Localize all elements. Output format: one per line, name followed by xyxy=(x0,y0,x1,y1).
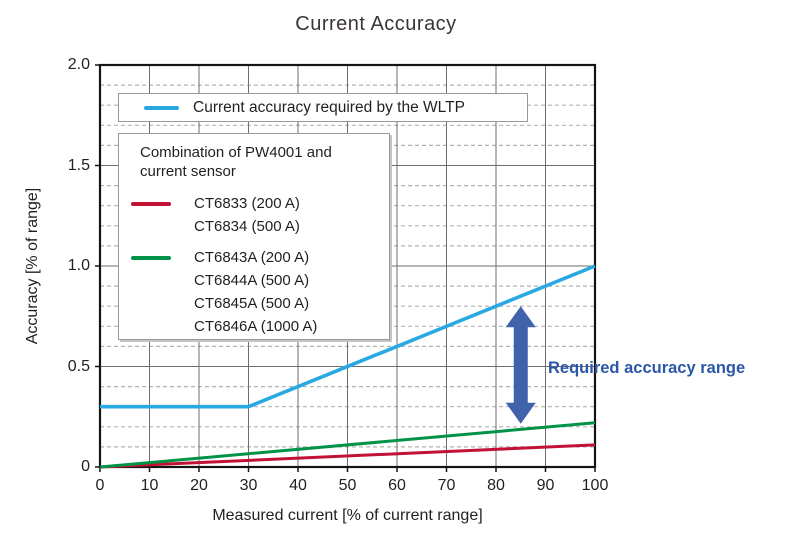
legend-combo: Combination of PW4001 and current sensor… xyxy=(118,133,390,340)
x-tick-label: 60 xyxy=(388,477,406,494)
required-accuracy-range-label: Required accuracy range xyxy=(548,359,746,377)
y-axis-title: Accuracy [% of range] xyxy=(24,187,41,345)
x-tick-label: 30 xyxy=(239,477,258,494)
red-line-swatch-icon xyxy=(131,201,171,206)
legend-row-ct6843a: CT6843A (200 A) xyxy=(119,246,389,269)
x-tick-label: 0 xyxy=(95,477,105,494)
legend-item-label: CT6843A (200 A) xyxy=(194,249,310,266)
y-tick-label: 0.5 xyxy=(67,357,90,375)
required-range-arrow-icon xyxy=(505,306,536,424)
legend-item-label: CT6844A (500 A) xyxy=(194,272,310,289)
wltp-line-swatch-icon xyxy=(144,105,179,110)
legend-wltp: Current accuracy required by the WLTP xyxy=(118,93,528,122)
legend-wltp-label: Current accuracy required by the WLTP xyxy=(193,98,465,116)
green-swatch-cell xyxy=(119,255,183,260)
red-swatch-cell xyxy=(119,201,183,206)
x-tick-label: 50 xyxy=(338,477,357,494)
legend-item-label: CT6834 (500 A) xyxy=(194,218,300,235)
series-line-green xyxy=(99,421,596,469)
y-tick-label: 0 xyxy=(81,458,90,475)
x-tick-label: 70 xyxy=(437,477,456,494)
legend-row-ct6845a: CT6845A (500 A) xyxy=(119,292,389,315)
x-tick-label: 90 xyxy=(536,477,555,494)
legend-row-ct6833: CT6833 (200 A) xyxy=(119,192,389,215)
x-tick-label: 40 xyxy=(289,477,307,494)
legend-row-ct6844a: CT6844A (500 A) xyxy=(119,269,389,292)
x-axis-title: Measured current [% of current range] xyxy=(212,507,483,524)
legend-row-ct6834: CT6834 (500 A) xyxy=(119,215,389,238)
legend-item-label: CT6846A (1000 A) xyxy=(194,318,318,335)
series-line-wltp_blue xyxy=(100,264,596,409)
legend-row-ct6846a: CT6846A (1000 A) xyxy=(119,315,389,338)
legend-item-label: CT6845A (500 A) xyxy=(194,295,310,312)
x-tick-label: 20 xyxy=(190,477,208,494)
y-tick-label: 1.0 xyxy=(67,257,90,274)
series-line-red xyxy=(99,443,596,469)
chart-title: Current Accuracy xyxy=(295,13,457,35)
x-tick-label: 10 xyxy=(140,477,159,494)
legend-combo-heading-line2: current sensor xyxy=(140,163,236,180)
y-tick-label: 2.0 xyxy=(67,56,90,73)
y-tick-label: 1.5 xyxy=(67,156,90,174)
x-tick-label: 80 xyxy=(487,477,505,494)
legend-item-label: CT6833 (200 A) xyxy=(194,195,300,212)
legend-combo-heading-line1: Combination of PW4001 and xyxy=(140,144,332,161)
green-line-swatch-icon xyxy=(131,255,171,260)
x-tick-label: 100 xyxy=(581,477,609,494)
